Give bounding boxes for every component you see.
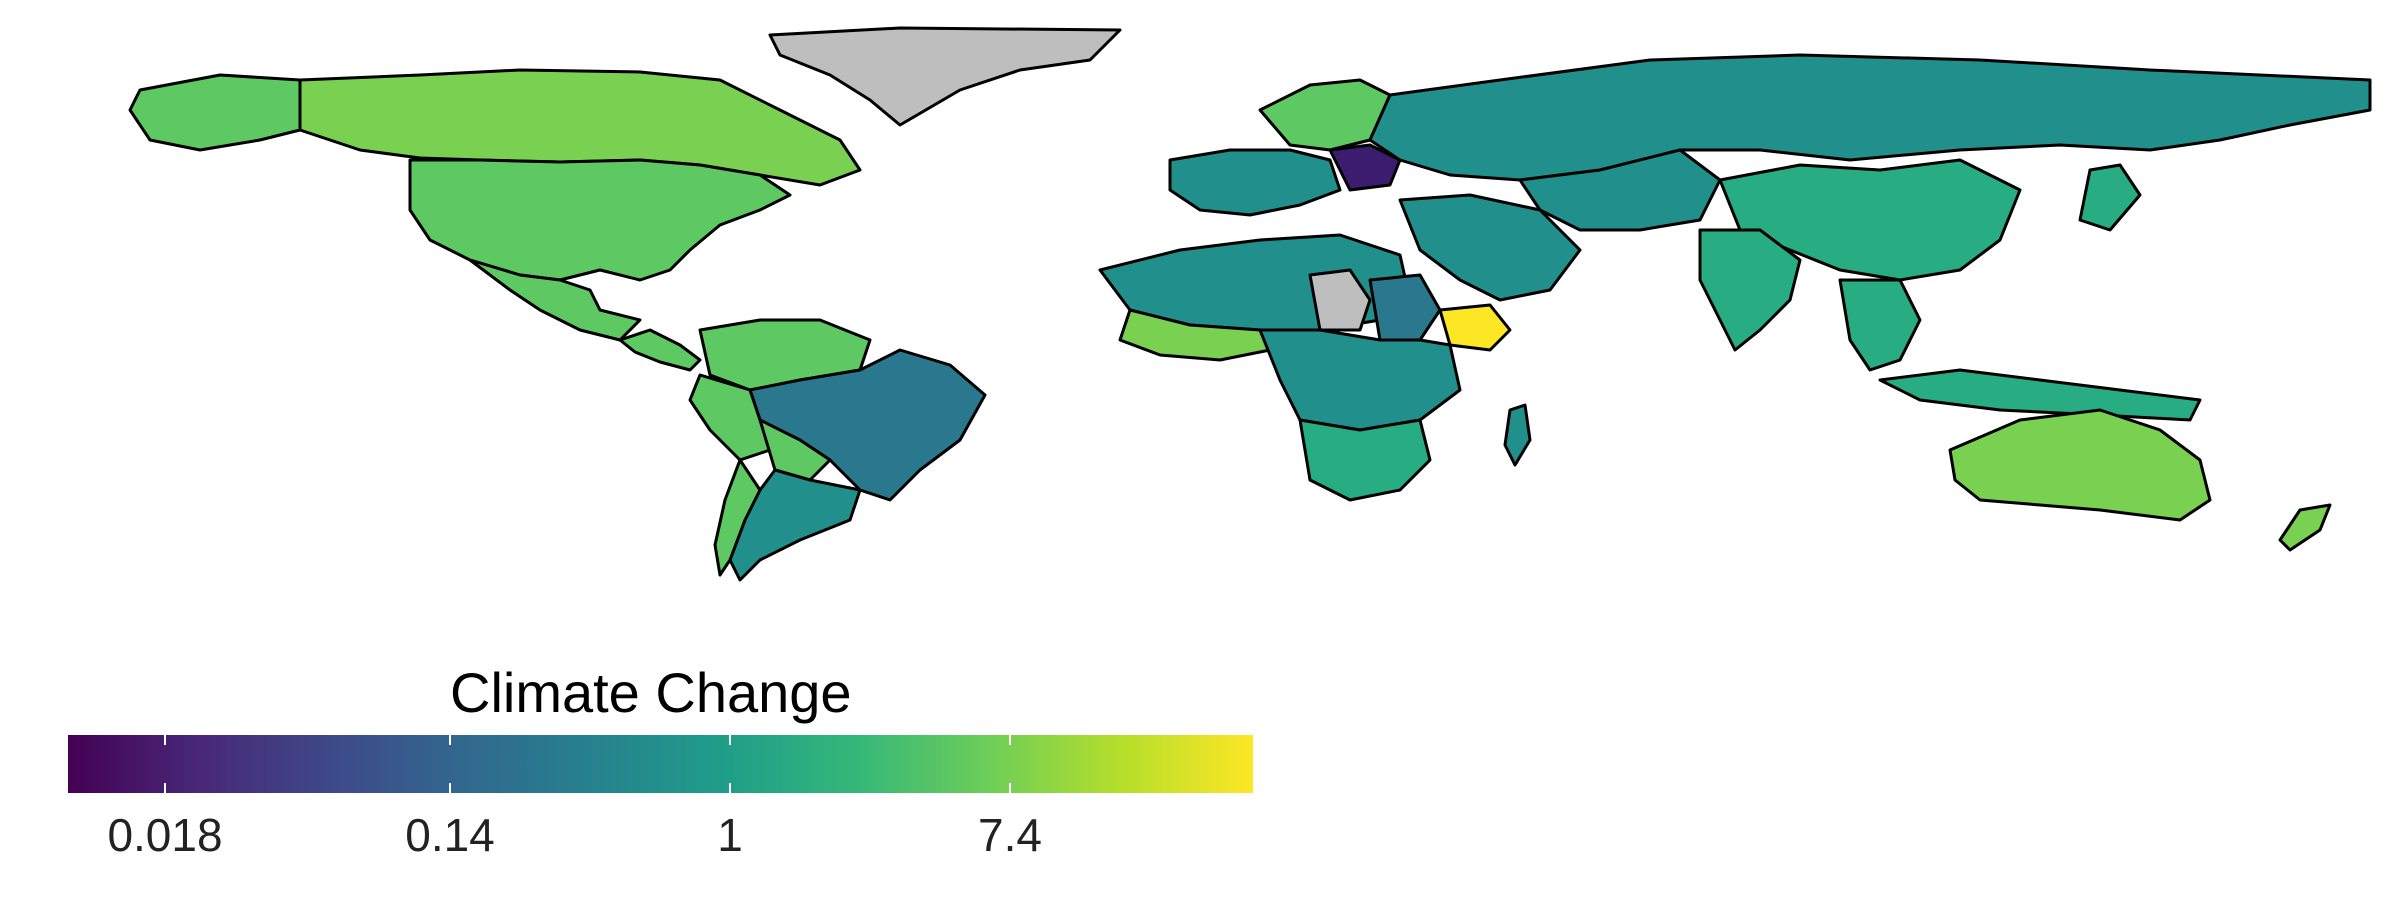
- country-indonesia: [1878, 368, 2202, 422]
- country-peru: [688, 373, 772, 462]
- country-bolivia: [758, 418, 832, 482]
- country-ethiopia: [1438, 303, 1512, 352]
- country-libya-chad: [1308, 268, 1372, 332]
- country-india: [1698, 228, 1802, 352]
- country-eastern-europe: [1328, 143, 1402, 192]
- country-southern-africa: [1298, 418, 1432, 502]
- legend-tick-label-2: 1: [717, 809, 743, 861]
- country-alaska: [128, 73, 302, 152]
- country-western-europe: [1168, 148, 1342, 217]
- country-chile: [713, 458, 762, 577]
- country-australia: [1948, 408, 2212, 522]
- country-russia: [1368, 53, 2372, 182]
- legend-tick-label-0: 0.018: [107, 809, 223, 861]
- country-southeast-asia: [1838, 278, 1922, 372]
- country-middle-east: [1398, 193, 1582, 302]
- country-central-africa: [1258, 328, 1462, 432]
- legend-ticks: [164, 735, 1011, 793]
- legend-tick-label-3: 7.4: [978, 809, 1042, 861]
- legend-color-bar: [68, 735, 1253, 793]
- country-central-america: [618, 328, 702, 372]
- country-canada: [298, 68, 862, 187]
- country-mexico: [468, 258, 642, 342]
- country-central-asia: [1518, 148, 1722, 232]
- country-sudan: [1368, 273, 1442, 342]
- legend-tick-label-1: 0.14: [405, 809, 495, 861]
- country-greenland: [768, 26, 1122, 127]
- country-madagascar: [1503, 403, 1532, 467]
- country-west-africa: [1118, 308, 1272, 362]
- legend-title: Climate Change: [450, 661, 852, 724]
- country-japan: [2078, 163, 2142, 232]
- country-new-zealand: [2278, 503, 2332, 552]
